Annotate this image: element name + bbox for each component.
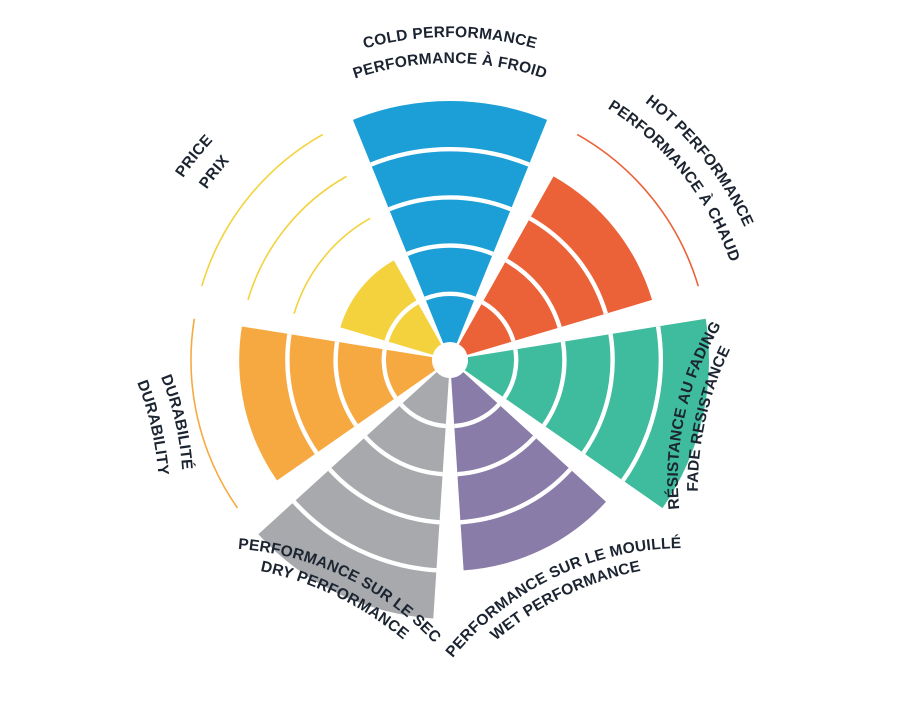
svg-text:COLD PERFORMANCE: COLD PERFORMANCE (361, 24, 538, 52)
svg-text:PERFORMANCE À FROID: PERFORMANCE À FROID (351, 50, 549, 82)
